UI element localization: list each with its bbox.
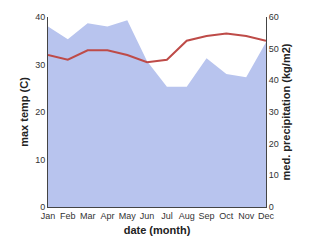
svg-text:med. precipitation (kg/m2): med. precipitation (kg/m2): [280, 43, 292, 180]
svg-text:10: 10: [269, 170, 279, 180]
svg-text:Apr: Apr: [100, 211, 114, 221]
svg-text:Oct: Oct: [219, 211, 234, 221]
svg-text:Aug: Aug: [179, 211, 195, 221]
svg-text:Nov: Nov: [238, 211, 255, 221]
svg-text:0: 0: [269, 202, 274, 212]
svg-text:60: 60: [269, 12, 279, 22]
svg-text:May: May: [119, 211, 137, 221]
svg-text:20: 20: [269, 139, 279, 149]
svg-text:20: 20: [35, 107, 45, 117]
svg-text:Dec: Dec: [258, 211, 275, 221]
svg-text:date (month): date (month): [124, 224, 191, 236]
svg-text:Jun: Jun: [140, 211, 155, 221]
svg-text:40: 40: [35, 12, 45, 22]
svg-text:Sep: Sep: [199, 211, 215, 221]
svg-text:Feb: Feb: [60, 211, 76, 221]
svg-text:30: 30: [35, 60, 45, 70]
svg-text:40: 40: [269, 75, 279, 85]
svg-text:max temp (C): max temp (C): [18, 77, 30, 147]
svg-text:0: 0: [40, 202, 45, 212]
svg-text:Jul: Jul: [161, 211, 173, 221]
svg-text:Jan: Jan: [41, 211, 56, 221]
svg-text:10: 10: [35, 155, 45, 165]
svg-text:30: 30: [269, 107, 279, 117]
svg-text:Mar: Mar: [80, 211, 96, 221]
svg-text:50: 50: [269, 44, 279, 54]
